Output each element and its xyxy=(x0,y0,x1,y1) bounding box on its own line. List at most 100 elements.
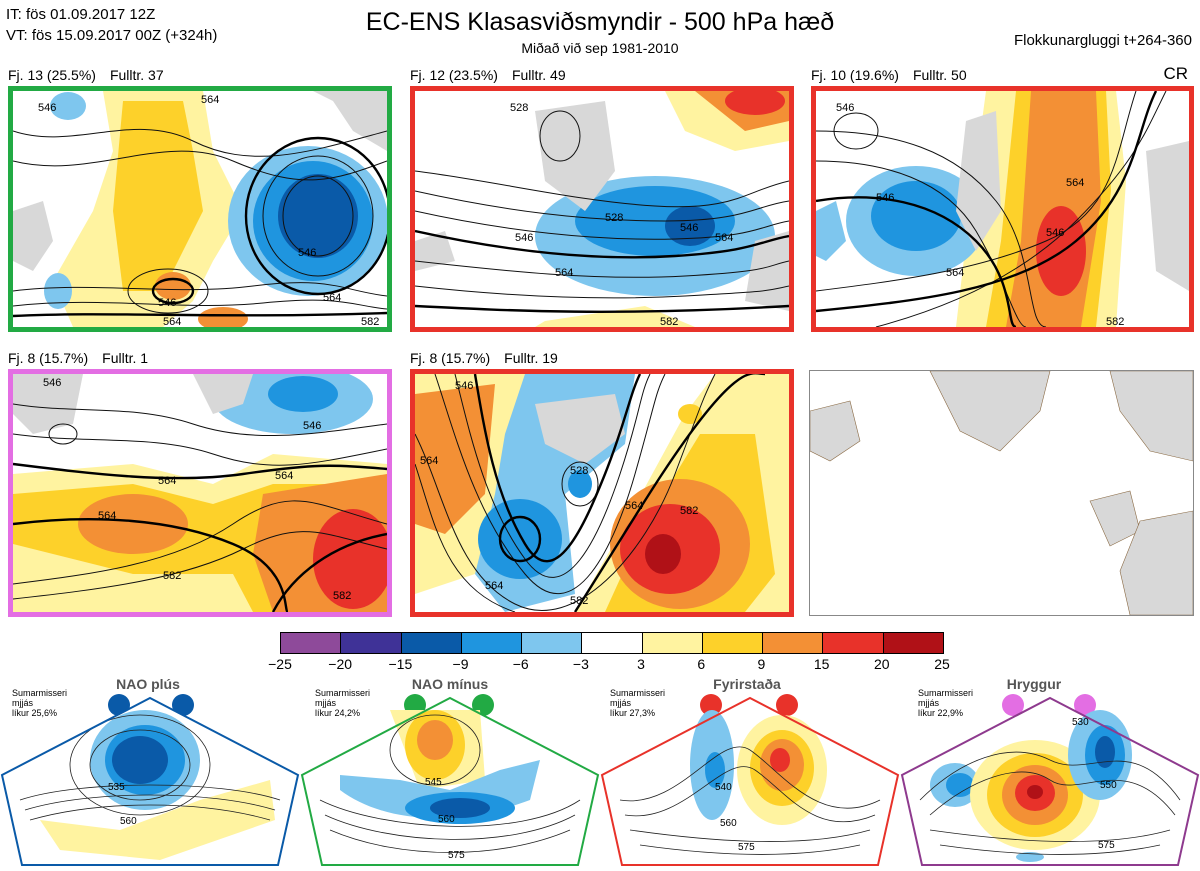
regime-panel-nao-minus: Sumarmisseri mjjás líkur 24,2% NAO mínus… xyxy=(300,676,600,871)
contour-label: 546 xyxy=(876,192,894,204)
colorbar-tick-label: 25 xyxy=(934,656,950,672)
regime-season: Sumarmisseri xyxy=(12,688,68,698)
contour-label: 564 xyxy=(555,267,573,279)
contour-label: 564 xyxy=(420,455,438,467)
contour-label: 546 xyxy=(680,222,698,234)
contour-label: 564 xyxy=(201,94,219,106)
representative-member: Fulltr. 49 xyxy=(511,67,566,83)
contour-label: 540 xyxy=(715,782,732,793)
contour-label: 564 xyxy=(625,500,643,512)
regime-dot xyxy=(172,694,194,716)
panel-label-5: Fj. 8 (15.7%) Fulltr. 19 xyxy=(410,350,572,366)
cluster-map-panel-1: 546 564 546 564 546 564 582 xyxy=(8,86,392,332)
anomaly-map: 546 564 546 564 546 564 582 xyxy=(13,91,387,327)
contour-label: 564 xyxy=(715,232,733,244)
regime-metric: mjjás xyxy=(315,698,337,708)
cluster-id: Fj. 8 (15.7%) xyxy=(8,350,89,366)
anomaly-map: 528 546 564 564 582 582 564 xyxy=(415,374,789,612)
header-info: IT: fös 01.09.2017 12Z VT: fös 15.09.201… xyxy=(6,4,217,46)
cluster-map-panel-4: 546 546 564 564 582 564 582 xyxy=(8,369,392,617)
colorbar-segment xyxy=(400,633,461,653)
contour-label: 564 xyxy=(946,267,964,279)
cluster-id: Fj. 8 (15.7%) xyxy=(410,350,491,366)
cluster-code: CR xyxy=(1163,64,1188,83)
contour-label: 530 xyxy=(1072,717,1089,728)
regime-map: 530 550 575 xyxy=(900,696,1200,866)
colorbar-segment xyxy=(281,633,341,653)
contour-label: 564 xyxy=(158,475,176,487)
contour-label: 546 xyxy=(836,102,854,114)
contour-label: 545 xyxy=(425,777,442,788)
colorbar-tick-label: −25 xyxy=(268,656,292,672)
anomaly-colorbar xyxy=(280,632,944,654)
cluster-map-panel-5: 528 546 564 564 582 582 564 xyxy=(410,369,794,617)
colorbar-segment xyxy=(762,633,823,653)
colorbar-tick-label: −20 xyxy=(328,656,353,672)
colorbar-ticks: −25 −20 −15 −9 −6 −3 3 6 9 15 20 25 xyxy=(260,656,962,676)
regime-probability: líkur 22,9% xyxy=(918,708,964,718)
cluster-id: Fj. 13 (25.5%) xyxy=(8,67,96,83)
colorbar-segment xyxy=(701,633,763,653)
contour-label: 582 xyxy=(361,316,379,327)
anomaly-map: 546 546 564 546 564 582 xyxy=(816,91,1189,327)
page-subtitle: Miðað við sep 1981-2010 xyxy=(521,40,679,56)
contour-label: 546 xyxy=(515,232,533,244)
anomaly-map: 546 546 564 564 582 564 582 xyxy=(13,374,387,612)
regime-dot xyxy=(1074,694,1096,716)
contour-label: 582 xyxy=(1106,316,1124,327)
representative-member: Fulltr. 50 xyxy=(912,67,967,83)
colorbar-tick-label: 3 xyxy=(637,656,645,672)
regime-probability: líkur 27,3% xyxy=(610,708,656,718)
panel-label-4: Fj. 8 (15.7%) Fulltr. 1 xyxy=(8,350,162,366)
classification-window: Flokkunargluggi t+264-360 xyxy=(1013,32,1192,49)
contour-label: 546 xyxy=(38,102,56,114)
representative-member: Fulltr. 1 xyxy=(102,350,149,366)
contour-label: 560 xyxy=(720,818,737,829)
colorbar-segment xyxy=(822,633,883,653)
representative-member: Fulltr. 37 xyxy=(109,67,164,83)
panel-label-3: Fj. 10 (19.6%) Fulltr. 50 xyxy=(811,67,981,83)
cluster-id: Fj. 12 (23.5%) xyxy=(410,67,498,83)
regime-season: Sumarmisseri xyxy=(315,688,371,698)
regime-name: NAO plús xyxy=(116,676,180,692)
valid-time: VT: fös 15.09.2017 00Z (+324h) xyxy=(6,27,218,44)
regime-season: Sumarmisseri xyxy=(918,688,974,698)
regime-name: Hryggur xyxy=(1006,676,1062,692)
contour-label: 535 xyxy=(108,782,125,793)
representative-member: Fulltr. 19 xyxy=(504,350,558,366)
contour-label: 564 xyxy=(485,580,503,592)
cluster-map-panel-3: 546 546 564 546 564 582 xyxy=(811,86,1194,332)
regime-stats: Sumarmisseri mjjás líkur 25,6% xyxy=(12,688,67,718)
contour-label: 528 xyxy=(570,465,588,477)
panel-label-2: Fj. 12 (23.5%) Fulltr. 49 xyxy=(410,67,580,83)
contour-label: 582 xyxy=(333,590,351,602)
initial-time: IT: fös 01.09.2017 12Z xyxy=(6,6,156,23)
colorbar-segment xyxy=(882,633,943,653)
colorbar-segment xyxy=(521,633,582,653)
regime-name: NAO mínus xyxy=(411,676,489,692)
cluster-map-panel-2: 528 546 546 564 564 582 528 xyxy=(410,86,794,332)
regime-map: 535 560 xyxy=(0,696,300,866)
regime-panel-blocking: Sumarmisseri mjjás líkur 27,3% Fyrirstað… xyxy=(600,676,900,871)
regime-map: 545 560 575 xyxy=(300,696,600,866)
contour-label: 582 xyxy=(680,505,698,517)
cluster-id: Fj. 10 (19.6%) xyxy=(811,67,899,83)
regime-panel-ridge: Sumarmisseri mjjás líkur 22,9% Hryggur 5… xyxy=(900,676,1200,871)
regime-dot xyxy=(700,694,722,716)
page-title: EC-ENS Klasasviðsmyndir - 500 hPa hæð xyxy=(365,8,835,36)
colorbar-segment xyxy=(641,633,702,653)
colorbar-tick-label: −15 xyxy=(388,656,413,672)
contour-label: 582 xyxy=(660,316,678,327)
colorbar-segment xyxy=(460,633,522,653)
regime-dot xyxy=(776,694,798,716)
contour-label: 546 xyxy=(1046,227,1064,239)
colorbar-tick-label: 9 xyxy=(757,656,766,672)
regime-season: Sumarmisseri xyxy=(610,688,666,698)
empty-map-panel xyxy=(809,370,1194,616)
contour-label: 528 xyxy=(605,212,623,224)
colorbar-tick-label: 6 xyxy=(697,656,706,672)
contour-label: 575 xyxy=(448,850,465,861)
colorbar-segment xyxy=(581,633,642,653)
contour-label: 546 xyxy=(298,247,316,259)
contour-label: 582 xyxy=(570,595,588,607)
